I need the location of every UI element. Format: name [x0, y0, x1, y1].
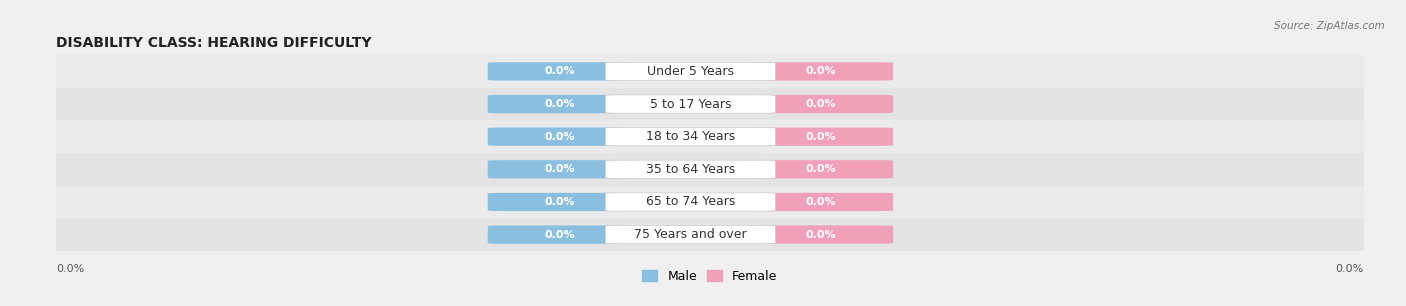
Text: 65 to 74 Years: 65 to 74 Years: [645, 196, 735, 208]
FancyBboxPatch shape: [606, 226, 776, 244]
Text: DISABILITY CLASS: HEARING DIFFICULTY: DISABILITY CLASS: HEARING DIFFICULTY: [56, 36, 371, 50]
Bar: [56, 186, 1364, 218]
FancyBboxPatch shape: [488, 62, 631, 80]
Bar: [56, 218, 1364, 251]
Text: 0.0%: 0.0%: [544, 132, 575, 142]
FancyBboxPatch shape: [606, 193, 776, 211]
Text: 0.0%: 0.0%: [806, 164, 837, 174]
Text: 0.0%: 0.0%: [806, 230, 837, 240]
Text: 0.0%: 0.0%: [544, 230, 575, 240]
FancyBboxPatch shape: [488, 95, 631, 113]
FancyBboxPatch shape: [749, 226, 893, 244]
Text: Source: ZipAtlas.com: Source: ZipAtlas.com: [1274, 21, 1385, 32]
Text: 0.0%: 0.0%: [544, 197, 575, 207]
Text: 5 to 17 Years: 5 to 17 Years: [650, 98, 731, 110]
FancyBboxPatch shape: [488, 193, 631, 211]
Text: 0.0%: 0.0%: [1336, 264, 1364, 274]
FancyBboxPatch shape: [749, 160, 893, 178]
FancyBboxPatch shape: [606, 128, 776, 146]
Text: 0.0%: 0.0%: [806, 66, 837, 76]
FancyBboxPatch shape: [749, 193, 893, 211]
Bar: [56, 55, 1364, 88]
Bar: [56, 153, 1364, 186]
Text: 0.0%: 0.0%: [806, 132, 837, 142]
Text: 0.0%: 0.0%: [544, 66, 575, 76]
Bar: [56, 120, 1364, 153]
FancyBboxPatch shape: [488, 128, 631, 146]
Text: 0.0%: 0.0%: [56, 264, 84, 274]
Bar: [56, 88, 1364, 120]
Text: 0.0%: 0.0%: [806, 99, 837, 109]
FancyBboxPatch shape: [606, 95, 776, 113]
Text: 18 to 34 Years: 18 to 34 Years: [645, 130, 735, 143]
FancyBboxPatch shape: [488, 160, 631, 178]
Text: Under 5 Years: Under 5 Years: [647, 65, 734, 78]
Text: 0.0%: 0.0%: [544, 99, 575, 109]
FancyBboxPatch shape: [488, 226, 631, 244]
Text: 0.0%: 0.0%: [544, 164, 575, 174]
Text: 35 to 64 Years: 35 to 64 Years: [645, 163, 735, 176]
Text: 75 Years and over: 75 Years and over: [634, 228, 747, 241]
FancyBboxPatch shape: [606, 62, 776, 80]
Legend: Male, Female: Male, Female: [637, 265, 783, 288]
Text: 0.0%: 0.0%: [806, 197, 837, 207]
FancyBboxPatch shape: [749, 95, 893, 113]
FancyBboxPatch shape: [749, 128, 893, 146]
FancyBboxPatch shape: [749, 62, 893, 80]
FancyBboxPatch shape: [606, 160, 776, 178]
